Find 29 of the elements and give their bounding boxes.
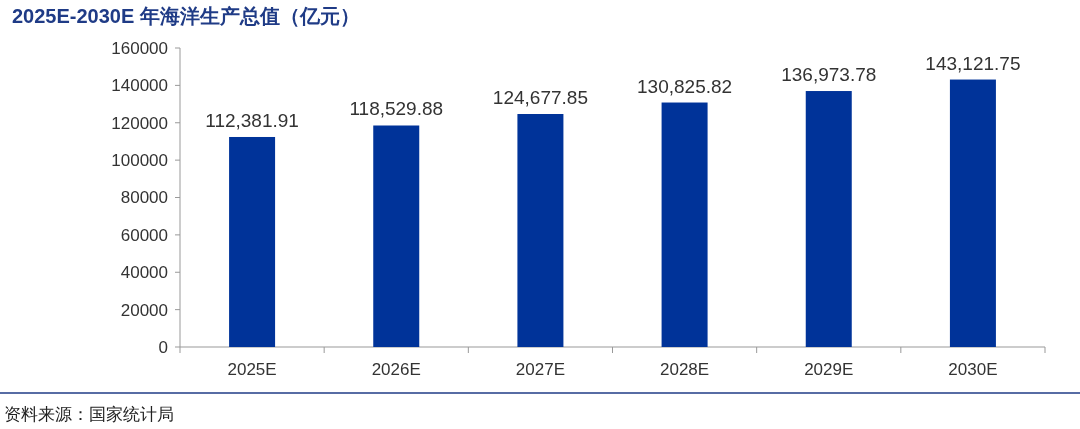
x-tick-label: 2027E: [515, 360, 565, 379]
y-tick-label: 80000: [120, 188, 168, 208]
x-tick-label: 2028E: [660, 360, 710, 379]
y-tick-label: 60000: [120, 225, 168, 245]
y-tick-label: 120000: [111, 113, 168, 133]
y-tick-label: 100000: [111, 151, 168, 171]
bar: [517, 114, 564, 347]
y-tick-label: 40000: [120, 263, 168, 283]
data-label: 136,973.78: [781, 64, 877, 86]
data-label: 124,677.85: [492, 87, 588, 109]
text: 资料来源：国家统计局: [4, 405, 174, 424]
x-tick-label: 2030E: [948, 360, 998, 379]
y-tick-label: 140000: [111, 76, 168, 96]
y-tick-label: 20000: [120, 300, 168, 320]
y-tick-label: 0: [158, 337, 168, 357]
bar: [229, 136, 276, 347]
x-tick-label: 2029E: [804, 360, 854, 379]
data-label: 118,529.88: [349, 98, 444, 120]
y-tick-label: 160000: [111, 38, 168, 58]
bar: [373, 125, 420, 347]
chart-title: 2025E-2030E 年海洋生产总值（亿元）: [12, 5, 360, 27]
bar: [949, 79, 996, 347]
x-tick-label: 2025E: [227, 360, 277, 379]
data-label: 112,381.91: [205, 109, 299, 131]
data-label: 143,121.75: [925, 52, 1021, 74]
bar: [805, 91, 852, 347]
bar: [661, 102, 708, 347]
x-tick-label: 2026E: [371, 360, 421, 379]
data-label: 130,825.82: [637, 75, 733, 97]
